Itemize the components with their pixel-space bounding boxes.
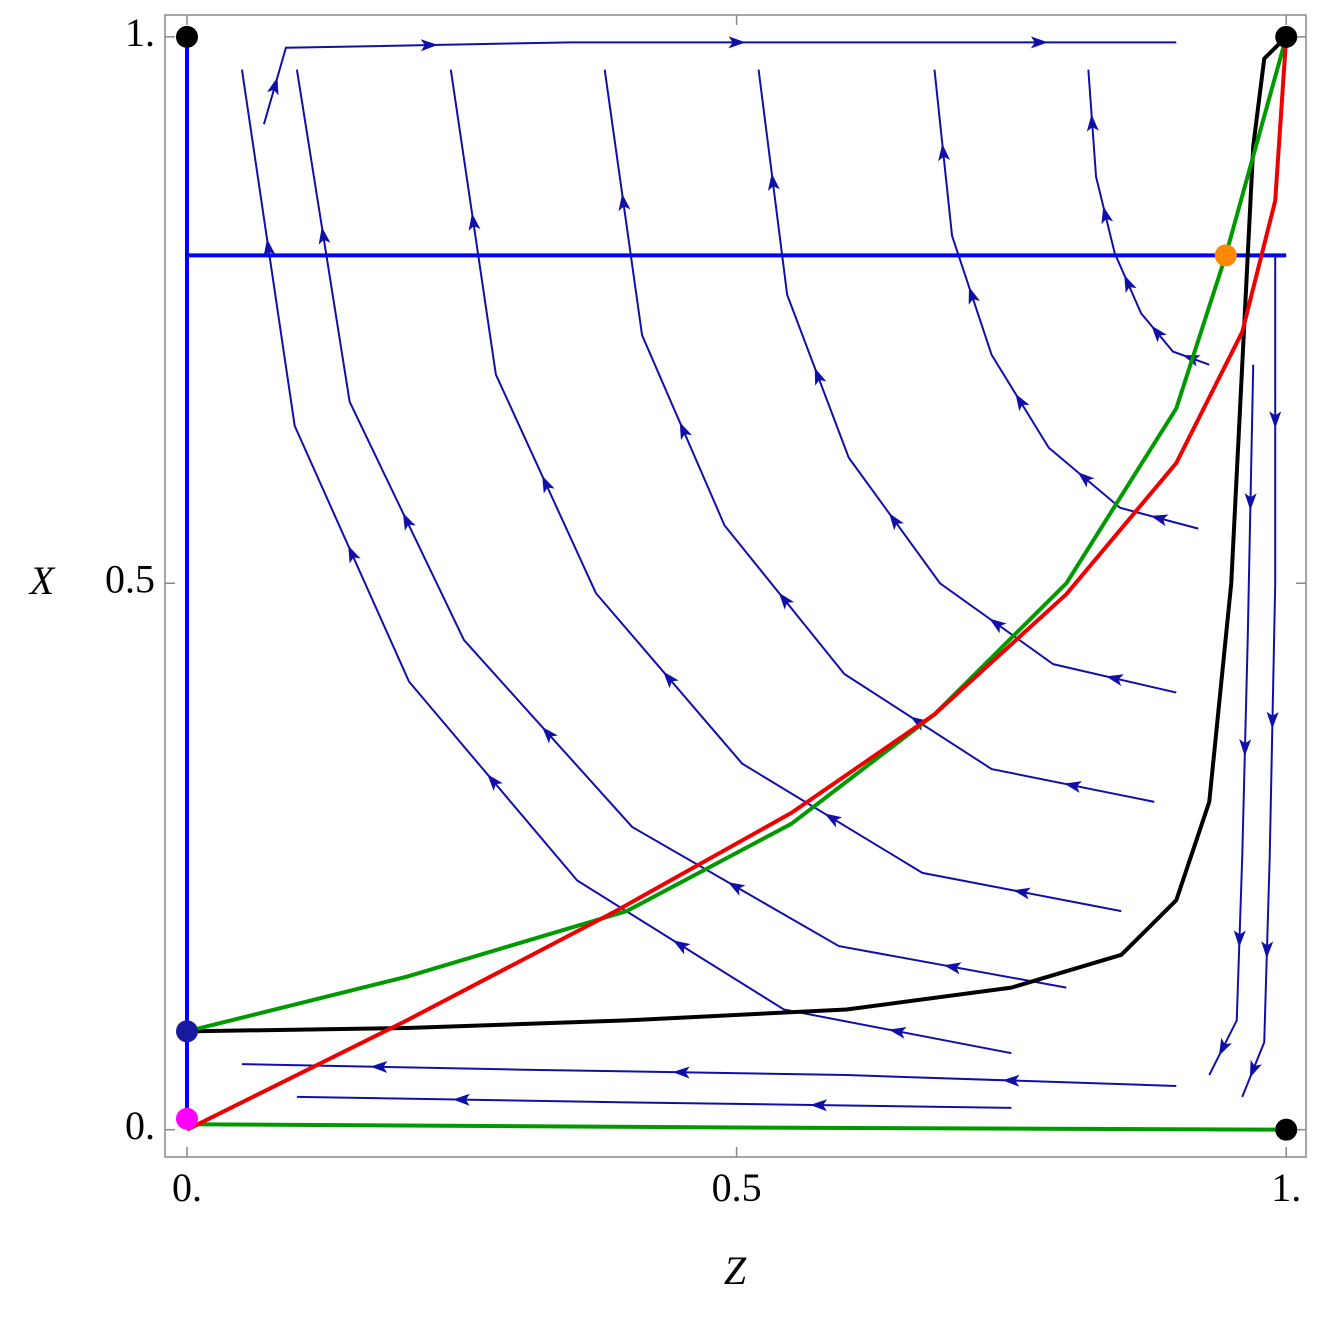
stream-arrow	[1002, 1074, 1020, 1087]
stream-arrow	[348, 545, 361, 564]
streamline	[296, 1095, 1012, 1109]
stream-arrow	[1266, 711, 1279, 729]
stream-arrow	[672, 1066, 690, 1079]
curve	[186, 35, 1288, 1034]
stream-arrow	[814, 367, 827, 386]
stream-arrow	[487, 774, 503, 792]
y-tick-label: 1.	[125, 10, 155, 55]
x-axis-label: Z	[724, 1248, 747, 1293]
stream-arrow	[1261, 941, 1274, 959]
stream-arrow	[778, 592, 795, 610]
stream-arrow	[263, 238, 276, 257]
stream-arrow	[727, 882, 746, 896]
stream-arrow	[1086, 114, 1099, 132]
stream-arrow	[318, 226, 331, 245]
stream-arrow	[889, 513, 904, 531]
stream-arrow	[402, 512, 416, 531]
fixed-point	[175, 1020, 198, 1043]
streamline	[449, 69, 1122, 913]
stream-arrow	[1064, 781, 1082, 793]
stream-arrow	[989, 618, 1007, 634]
fixed-point	[1214, 244, 1237, 267]
stream-arrow	[1124, 275, 1137, 294]
stream-arrow	[888, 1026, 907, 1039]
stream-arrow	[370, 1061, 388, 1074]
x-tick-label: 0.5	[712, 1165, 762, 1210]
stream-arrow	[1101, 206, 1114, 225]
stream-arrow	[1239, 739, 1252, 757]
streamline	[757, 69, 1177, 694]
stream-arrow	[1150, 514, 1169, 527]
y-tick-label: 0.5	[105, 556, 155, 601]
streamline	[1241, 255, 1277, 1098]
streamline	[295, 69, 1067, 989]
stream-arrow	[943, 962, 962, 975]
stream-arrow	[542, 726, 558, 744]
stream-arrow	[1105, 674, 1124, 686]
y-axis-label: X	[28, 558, 56, 603]
stream-arrow	[1218, 1037, 1232, 1056]
streamline	[603, 69, 1155, 803]
stream-arrow	[968, 286, 981, 305]
stream-arrow	[938, 143, 951, 162]
stream-arrow	[1015, 393, 1030, 412]
stream-arrow	[1077, 472, 1095, 488]
stream-arrow	[420, 39, 438, 52]
stream-arrow	[1030, 36, 1048, 49]
curve	[186, 36, 1289, 1132]
stream-arrow	[728, 36, 746, 49]
stream-arrow	[679, 422, 692, 440]
stream-arrow	[1013, 887, 1031, 900]
stream-arrow	[1269, 411, 1282, 429]
stream-arrow	[266, 77, 279, 96]
stream-arrow	[1244, 493, 1257, 511]
stream-arrow	[1151, 325, 1167, 343]
streamline	[262, 41, 1177, 125]
x-tick-label: 1.	[1271, 1165, 1301, 1210]
stream-arrow	[810, 1099, 828, 1112]
stream-arrow	[672, 940, 691, 955]
stream-arrow	[618, 193, 631, 212]
streamline	[1208, 364, 1255, 1076]
fixed-point	[175, 1107, 198, 1130]
stream-arrow	[1249, 1059, 1262, 1078]
stream-arrow	[663, 671, 679, 689]
stream-arrow	[1233, 930, 1246, 948]
x-tick-label: 0.	[172, 1165, 202, 1210]
fixed-point	[175, 25, 198, 48]
stream-arrow	[452, 1093, 470, 1106]
stream-arrow	[824, 813, 843, 828]
curve	[186, 36, 1289, 1034]
stream-arrow	[767, 173, 780, 191]
fixed-point	[1275, 1118, 1298, 1141]
plot-frame	[164, 14, 1307, 1158]
curve	[186, 1122, 1287, 1132]
fixed-point	[1275, 25, 1298, 48]
stream-arrow	[468, 213, 481, 231]
y-tick-label: 0.	[125, 1103, 155, 1148]
stream-arrow	[542, 475, 555, 494]
